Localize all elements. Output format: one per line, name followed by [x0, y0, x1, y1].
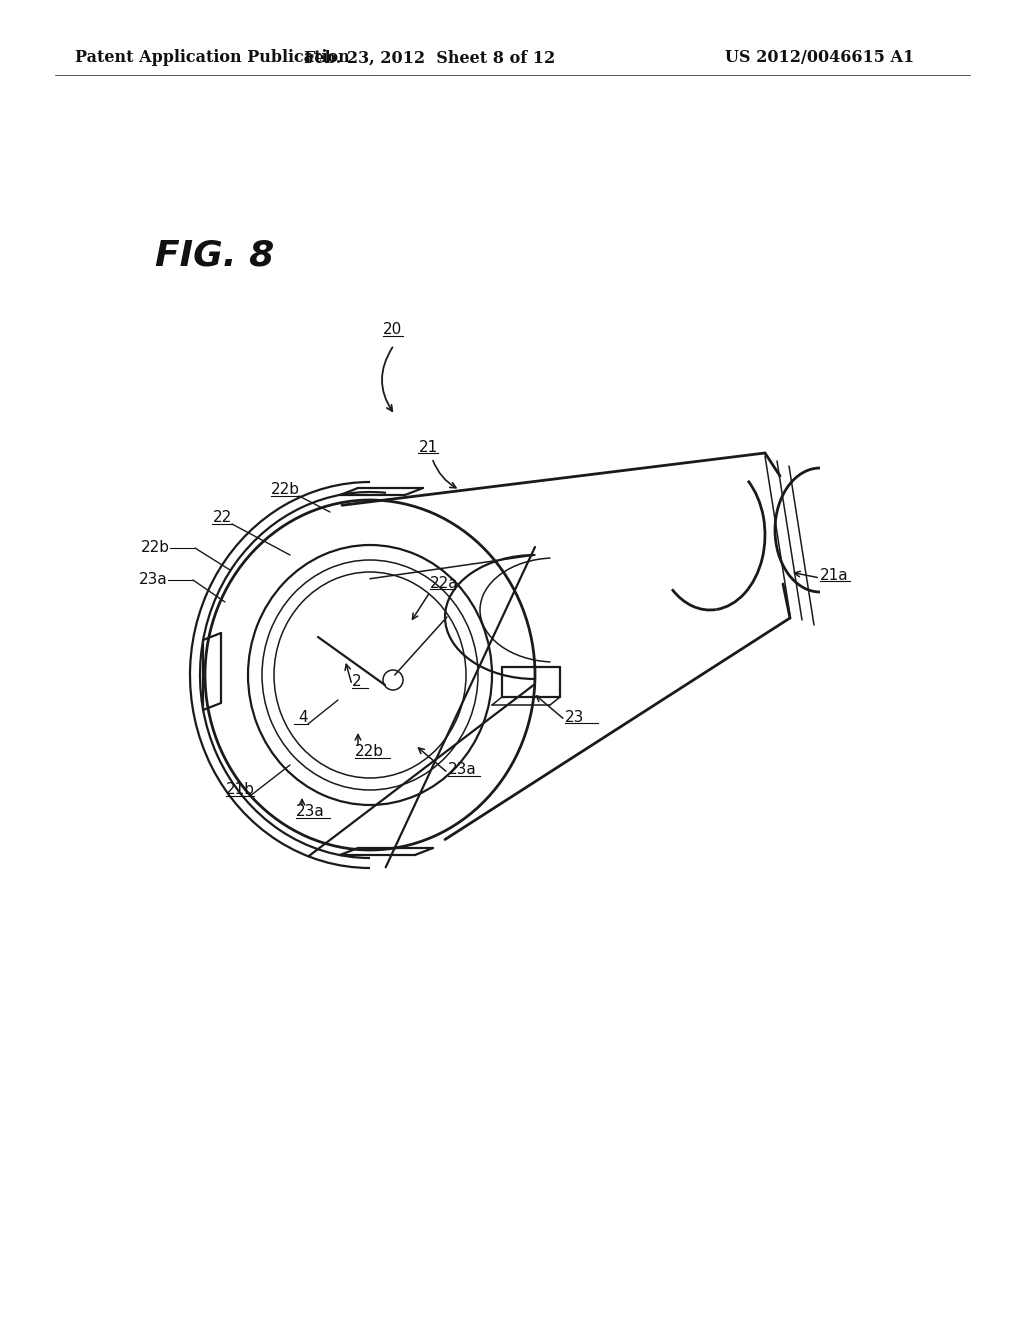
- Text: 22b: 22b: [270, 483, 299, 498]
- Text: 22b: 22b: [141, 540, 170, 556]
- Text: Patent Application Publication: Patent Application Publication: [75, 49, 350, 66]
- Text: 21b: 21b: [225, 783, 255, 797]
- Text: 4: 4: [298, 710, 308, 726]
- Text: 20: 20: [383, 322, 402, 338]
- Text: 23a: 23a: [139, 573, 168, 587]
- Text: FIG. 8: FIG. 8: [155, 238, 274, 272]
- Text: 22a: 22a: [430, 576, 459, 590]
- Text: Feb. 23, 2012  Sheet 8 of 12: Feb. 23, 2012 Sheet 8 of 12: [304, 49, 556, 66]
- Text: 23: 23: [565, 710, 585, 725]
- Text: US 2012/0046615 A1: US 2012/0046615 A1: [725, 49, 914, 66]
- Text: 23a: 23a: [449, 763, 477, 777]
- Text: 22b: 22b: [355, 744, 384, 759]
- Text: 22: 22: [212, 511, 231, 525]
- Text: 23a: 23a: [296, 804, 325, 820]
- Text: 21a: 21a: [820, 568, 849, 582]
- Text: 21: 21: [419, 440, 437, 454]
- Text: 2: 2: [352, 675, 361, 689]
